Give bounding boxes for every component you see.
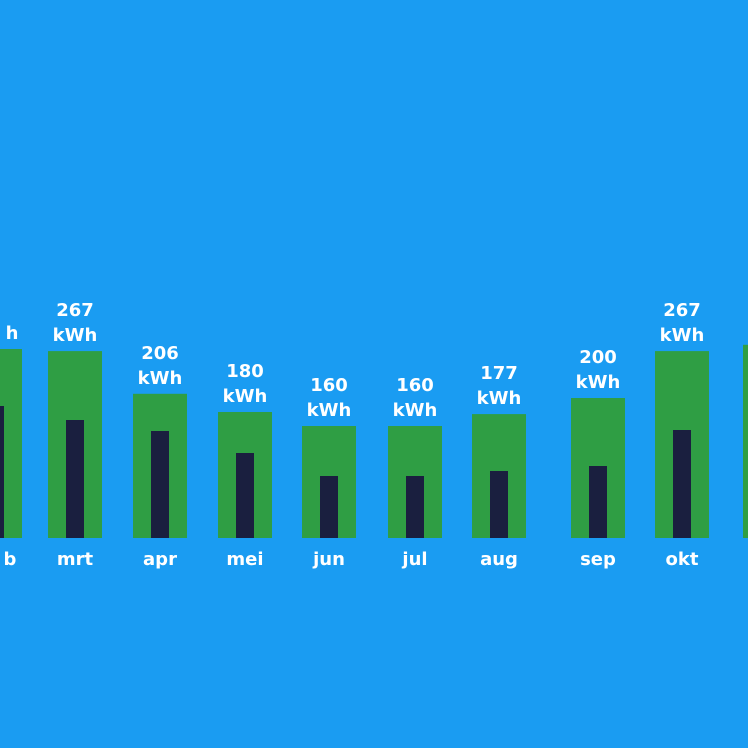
month-label-apr: apr: [143, 549, 177, 570]
bar-inner-aug: [490, 471, 508, 538]
unit-label-mei: kWh: [223, 386, 268, 407]
month-label-jun: jun: [312, 549, 345, 570]
bar-group-sep: 200 kWh sep: [571, 347, 625, 570]
value-label-sep: 200: [579, 347, 617, 368]
bar-group-mrt: 267 kWh mrt: [48, 300, 102, 570]
bar-inner-mrt: [66, 420, 84, 538]
unit-label-okt: kWh: [660, 325, 705, 346]
month-label-sep: sep: [580, 549, 616, 570]
bar-group-aug: 177 kWh aug: [472, 363, 526, 570]
bar-group-feb: hb: [0, 323, 22, 570]
bar-group-jun: 160 kWh jun: [302, 375, 356, 570]
value-label-apr: 206: [141, 343, 179, 364]
month-label-okt: okt: [666, 549, 699, 570]
bar-inner-mei: [236, 453, 254, 538]
bar-group-apr: 206 kWh apr: [133, 343, 187, 570]
bar-inner-feb: [0, 406, 4, 538]
bar-group-jul: 160 kWh jul: [388, 375, 442, 570]
bar-inner-okt: [673, 430, 691, 538]
month-label-aug: aug: [480, 549, 518, 570]
month-label-feb: b: [4, 549, 17, 570]
value-label-jul: 160: [396, 375, 434, 396]
bar-nov: [743, 344, 748, 538]
value-label-jun: 160: [310, 375, 348, 396]
bar-group-mei: 180 kWh mei: [218, 361, 272, 570]
bar-inner-sep: [589, 466, 607, 538]
value-label-aug: 177: [480, 363, 518, 384]
unit-label-mrt: kWh: [53, 325, 98, 346]
month-label-mrt: mrt: [57, 549, 94, 570]
value-label-mrt: 267: [56, 300, 94, 321]
bar-group-nov: [743, 344, 748, 538]
unit-label-sep: kWh: [576, 372, 621, 393]
unit-label-aug: kWh: [477, 388, 522, 409]
bar-feb: [0, 349, 22, 538]
unit-label-feb: h: [6, 323, 19, 344]
month-label-jul: jul: [401, 549, 427, 570]
unit-label-jun: kWh: [307, 400, 352, 421]
month-label-mei: mei: [226, 549, 263, 570]
unit-label-jul: kWh: [393, 400, 438, 421]
bar-group-okt: 267 kWh okt: [655, 300, 709, 570]
value-label-okt: 267: [663, 300, 701, 321]
bar-inner-apr: [151, 431, 169, 538]
bar-inner-jul: [406, 476, 424, 538]
unit-label-apr: kWh: [138, 368, 183, 389]
value-label-mei: 180: [226, 361, 264, 382]
bar-inner-jun: [320, 476, 338, 538]
